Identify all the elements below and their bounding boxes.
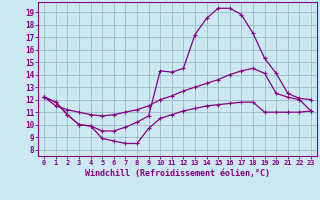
X-axis label: Windchill (Refroidissement éolien,°C): Windchill (Refroidissement éolien,°C) <box>85 169 270 178</box>
